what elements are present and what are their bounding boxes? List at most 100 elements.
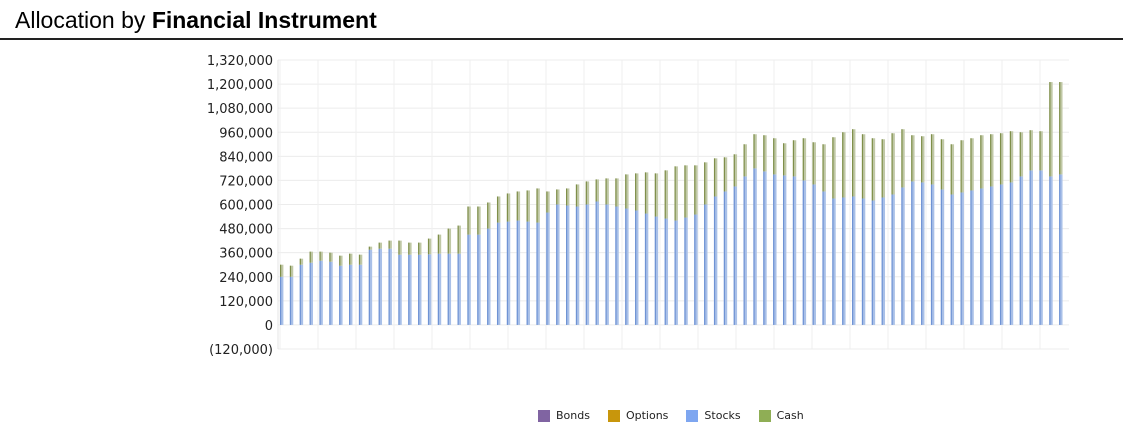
- bar-cash: [881, 139, 886, 198]
- bar-stocks: [635, 210, 639, 325]
- bar-cash-edge: [901, 129, 903, 188]
- bar-cash: [487, 202, 491, 229]
- bar-cash-edge: [980, 135, 982, 189]
- bar-cash-edge: [319, 251, 321, 261]
- bar-stocks-edge: [792, 176, 795, 325]
- legend-item-bonds[interactable]: Bonds: [538, 409, 590, 422]
- bar-stocks: [516, 220, 521, 325]
- bar-stocks-edge: [733, 186, 735, 325]
- legend-item-options[interactable]: Options: [607, 409, 668, 422]
- bar-stocks-edge: [802, 180, 804, 325]
- bar-cash-edge: [911, 135, 913, 182]
- bar-cash-edge: [812, 142, 814, 185]
- bar-cash-edge: [753, 134, 755, 169]
- bar-cash-edge: [418, 242, 420, 255]
- bar-stocks-edge: [891, 194, 893, 325]
- bar-stocks-edge: [477, 234, 479, 325]
- bar-cash: [398, 240, 402, 255]
- bar-cash-edge: [999, 133, 1002, 185]
- bar-stocks-edge: [664, 218, 666, 325]
- bar-cash-edge: [684, 165, 686, 218]
- bar-cash-edge: [358, 254, 361, 265]
- bar-cash-edge: [408, 242, 410, 255]
- bar-stocks-edge: [881, 197, 883, 325]
- bar-cash-edge: [674, 166, 676, 221]
- bar-cash: [990, 134, 994, 187]
- bar-stocks-edge: [556, 204, 558, 325]
- bar-cash-edge: [280, 264, 282, 277]
- bar-stocks-edge: [1039, 170, 1041, 325]
- y-tick-label: 960,000: [219, 126, 273, 141]
- bar-cash: [753, 134, 757, 169]
- bar-cash-edge: [635, 173, 637, 211]
- bar-cash: [556, 189, 560, 205]
- bar-stocks-edge: [1029, 170, 1031, 325]
- bar-stocks-edge: [930, 184, 933, 325]
- bar-stocks-edge: [447, 253, 449, 325]
- bar-cash-edge: [398, 240, 400, 255]
- bar-cash: [999, 133, 1004, 185]
- bar-cash-edge: [368, 246, 370, 250]
- bar-cash: [526, 190, 530, 222]
- bar-stocks: [733, 186, 738, 325]
- bar-cash: [891, 133, 895, 195]
- bar-cash-edge: [427, 238, 430, 255]
- bar-stocks: [891, 194, 895, 325]
- bar-cash: [694, 165, 698, 215]
- bar-cash-edge: [743, 144, 745, 177]
- bar-stocks: [546, 212, 550, 325]
- bar-stocks: [575, 206, 580, 325]
- bar-stocks: [654, 216, 659, 325]
- bar-cash-edge: [526, 190, 528, 222]
- bar-cash-edge: [349, 253, 351, 265]
- bar-stocks: [615, 206, 619, 325]
- bar-stocks-edge: [625, 208, 627, 325]
- legend-swatch: [758, 409, 771, 422]
- bar-cash: [713, 158, 718, 197]
- bar-cash-edge: [950, 144, 952, 195]
- bar-stocks-edge: [970, 190, 972, 325]
- bar-cash-edge: [339, 255, 341, 266]
- bar-stocks-edge: [585, 204, 587, 325]
- bar-cash-edge: [713, 158, 716, 197]
- bar-stocks-edge: [516, 220, 518, 325]
- bar-stocks: [664, 218, 669, 325]
- bar-cash-edge: [822, 144, 824, 192]
- bar-cash-edge: [457, 225, 459, 254]
- bar-stocks-edge: [457, 253, 459, 325]
- bar-stocks-edge: [595, 201, 597, 325]
- bar-stocks-edge: [832, 198, 834, 325]
- bar-stocks: [911, 181, 915, 325]
- bar-cash-edge: [881, 139, 883, 198]
- bar-cash: [585, 181, 590, 205]
- bar-stocks: [842, 197, 846, 325]
- bar-stocks-edge: [773, 174, 775, 325]
- bar-cash-edge: [299, 258, 301, 265]
- bar-stocks: [1049, 176, 1053, 325]
- bar-cash: [447, 228, 452, 254]
- bar-stocks: [339, 265, 343, 325]
- bar-stocks-edge: [950, 194, 952, 325]
- legend-item-stocks[interactable]: Stocks: [686, 409, 741, 422]
- bar-stocks-edge: [753, 168, 755, 325]
- bar-stocks: [457, 253, 461, 325]
- bar-cash-edge: [496, 196, 499, 223]
- legend-item-cash[interactable]: Cash: [758, 409, 804, 422]
- bar-cash: [822, 144, 826, 192]
- bar-stocks: [970, 190, 974, 325]
- bar-cash: [852, 129, 856, 197]
- bar-stocks: [743, 176, 747, 325]
- bar-stocks: [566, 205, 570, 325]
- bar-stocks: [556, 204, 560, 325]
- bar-cash: [457, 225, 461, 254]
- bar-stocks: [408, 254, 412, 325]
- bar-stocks-edge: [566, 205, 568, 325]
- bar-stocks-edge: [329, 261, 331, 325]
- bar-cash-edge: [733, 154, 735, 187]
- bar-cash-edge: [437, 234, 439, 254]
- bar-stocks-edge: [487, 228, 489, 325]
- bar-stocks-edge: [506, 221, 509, 325]
- bar-stocks-edge: [536, 222, 538, 325]
- bar-stocks: [329, 261, 333, 325]
- bar-stocks: [950, 194, 955, 325]
